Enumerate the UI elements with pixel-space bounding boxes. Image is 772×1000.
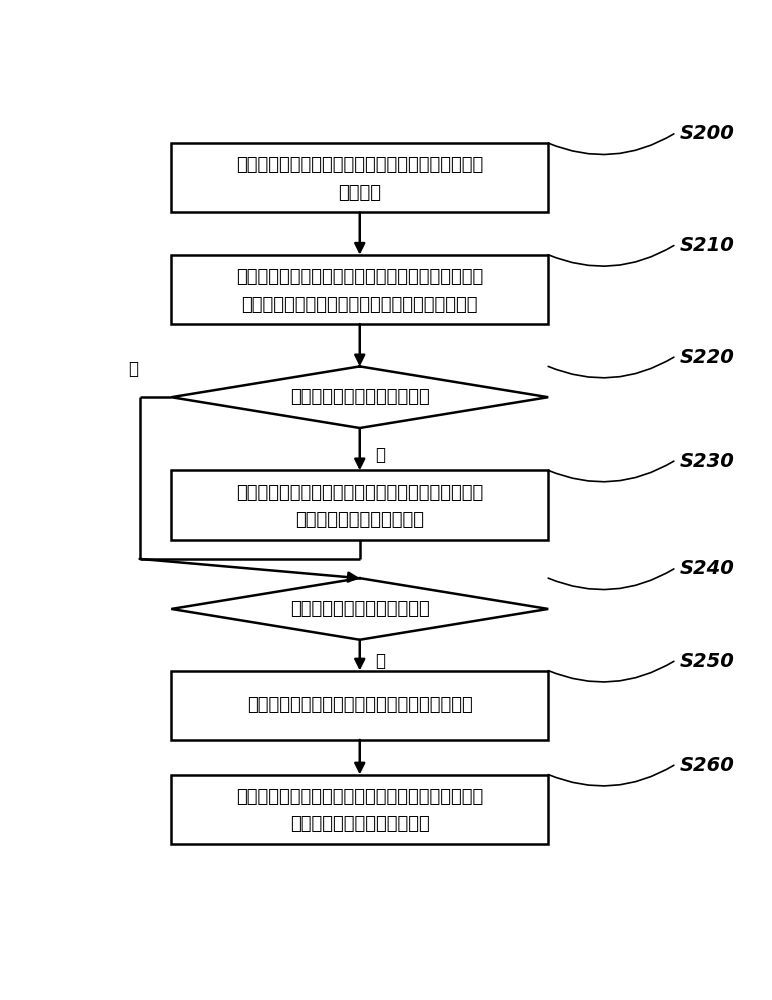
Text: 否: 否 [374, 652, 384, 670]
Text: S260: S260 [680, 756, 735, 775]
Text: S230: S230 [680, 452, 735, 471]
Text: 算农具航向与目标种植行延伸方向之间的偏差角度: 算农具航向与目标种植行延伸方向之间的偏差角度 [242, 296, 478, 314]
Text: 是: 是 [129, 360, 139, 378]
Bar [171, 255, 548, 324]
Text: 间隔距离处于预设距离范围内: 间隔距离处于预设距离范围内 [290, 600, 430, 618]
Text: S250: S250 [680, 652, 735, 671]
Bar [171, 470, 548, 540]
Text: S210: S210 [680, 236, 735, 255]
Text: S200: S200 [680, 124, 735, 143]
Text: S240: S240 [680, 559, 735, 578]
Text: 间隔距离处于预设距离范围内: 间隔距离处于预设距离范围内 [290, 815, 430, 833]
Text: 计算间隔距离与目标间距的差值，得到偏差距离: 计算间隔距离与目标间距的差值，得到偏差距离 [247, 696, 472, 714]
Text: 按照缩小偏差角度的方向调整农具的航向角，直至偏: 按照缩小偏差角度的方向调整农具的航向角，直至偏 [236, 484, 483, 502]
Text: 差角度处于预设角度范围内: 差角度处于预设角度范围内 [295, 511, 425, 529]
Bar [171, 143, 548, 212]
Bar [171, 774, 548, 844]
Text: 延伸方向: 延伸方向 [338, 184, 381, 202]
Bar [171, 671, 548, 740]
Text: S220: S220 [680, 348, 735, 367]
Text: 按照缩小偏差距离的方向调整农具的横向位置，直至: 按照缩小偏差距离的方向调整农具的横向位置，直至 [236, 788, 483, 806]
Text: 根据农具的当前航向角以及目标种植行的方位角，计: 根据农具的当前航向角以及目标种植行的方位角，计 [236, 268, 483, 286]
Text: 获取农具与目标种植行的间隔距离以及目标种植行的: 获取农具与目标种植行的间隔距离以及目标种植行的 [236, 156, 483, 174]
Text: 否: 否 [374, 446, 384, 464]
Text: 偏差角度处于预设角度范围内: 偏差角度处于预设角度范围内 [290, 388, 430, 406]
